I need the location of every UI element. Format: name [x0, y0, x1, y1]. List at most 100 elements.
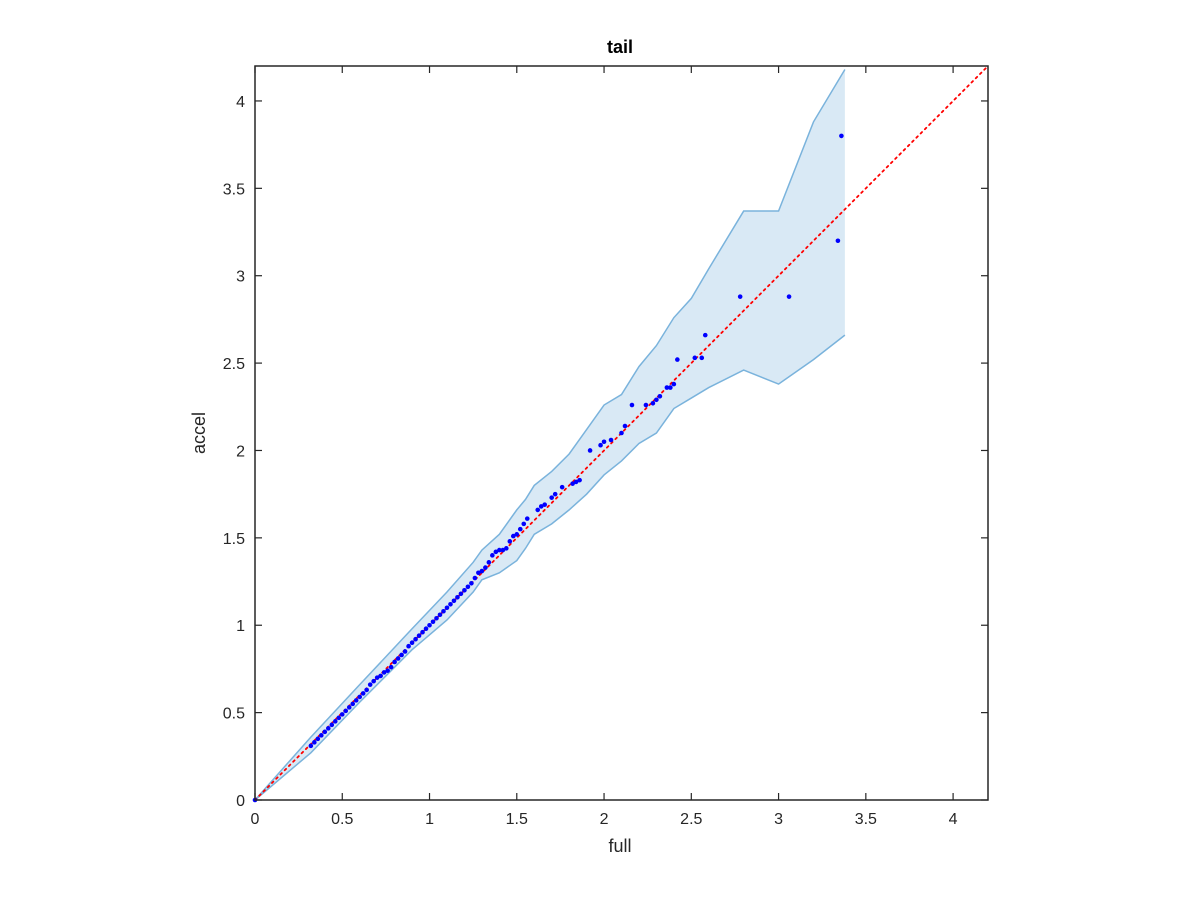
data-point	[455, 594, 460, 600]
band-upper-edge	[254, 69, 846, 801]
data-point	[458, 591, 464, 597]
data-point	[451, 598, 457, 604]
data-point	[381, 670, 387, 675]
data-point	[490, 553, 495, 558]
data-point	[465, 584, 471, 590]
data-point	[835, 238, 841, 244]
data-point	[535, 507, 541, 513]
chart-title: tail	[607, 37, 633, 57]
confidence-band	[255, 69, 845, 800]
x-tick-label: 4	[949, 811, 958, 828]
y-axis-label: accel	[189, 412, 209, 454]
x-tick-label: 0	[251, 811, 260, 828]
data-point	[374, 675, 380, 680]
data-point	[329, 722, 335, 728]
data-point	[322, 729, 328, 735]
data-point	[388, 664, 394, 670]
data-point	[371, 678, 376, 684]
data-point	[702, 332, 708, 338]
data-point	[385, 668, 390, 673]
data-point	[500, 547, 506, 553]
data-point	[319, 733, 324, 738]
data-point	[514, 532, 520, 537]
data-point	[619, 430, 624, 436]
data-point	[413, 636, 418, 642]
data-point	[427, 622, 432, 628]
data-point	[395, 656, 401, 661]
data-point	[786, 294, 792, 299]
data-point	[406, 643, 411, 649]
data-point	[552, 491, 558, 497]
data-point	[493, 549, 499, 555]
x-tick-label: 3.5	[855, 811, 877, 828]
plot-area	[252, 65, 989, 803]
data-point	[587, 448, 593, 453]
data-point	[668, 385, 673, 390]
data-point	[598, 442, 603, 448]
data-point	[510, 533, 516, 539]
data-point	[315, 736, 321, 742]
data-point	[549, 495, 554, 500]
data-point	[699, 355, 705, 361]
data-point	[350, 701, 356, 707]
data-point	[664, 385, 670, 390]
data-point	[434, 615, 439, 621]
data-point	[308, 743, 314, 749]
data-point	[312, 740, 317, 745]
data-point	[430, 619, 436, 625]
x-tick-label: 2.5	[680, 811, 702, 828]
data-point	[573, 479, 579, 485]
data-point	[346, 705, 352, 710]
data-point	[601, 439, 607, 445]
data-point	[364, 687, 369, 693]
data-point	[538, 504, 544, 509]
data-point	[559, 484, 565, 490]
x-tick-label: 0.5	[331, 811, 353, 828]
axes-box	[254, 65, 989, 801]
data-point	[650, 400, 656, 406]
y-tick-label: 3.5	[223, 181, 245, 198]
data-point	[472, 575, 478, 581]
x-tick-label: 1.5	[506, 811, 528, 828]
data-point	[570, 481, 575, 486]
data-point	[629, 402, 635, 408]
data-point	[420, 629, 425, 635]
data-point	[336, 715, 342, 721]
data-point	[409, 640, 415, 646]
data-point	[326, 726, 331, 731]
data-point	[517, 526, 523, 532]
data-point	[643, 402, 649, 408]
y-tick-label: 1	[236, 618, 245, 635]
data-point	[332, 719, 338, 724]
data-point	[504, 546, 509, 551]
data-point	[367, 682, 373, 687]
data-point	[378, 673, 383, 679]
data-point	[654, 397, 659, 403]
x-tick-label: 2	[600, 811, 609, 828]
x-axis-label: full	[608, 836, 631, 856]
data-point	[622, 423, 628, 429]
data-point	[657, 394, 663, 399]
data-point	[462, 587, 467, 593]
y-tick-label: 4	[236, 94, 245, 111]
data-point	[469, 580, 474, 586]
data-point	[423, 626, 429, 632]
data-point	[357, 694, 363, 700]
data-point	[437, 612, 443, 618]
data-point	[402, 649, 408, 654]
data-point	[692, 355, 698, 361]
y-tick-label: 1.5	[223, 531, 245, 548]
data-point	[479, 568, 485, 574]
data-point	[399, 652, 404, 658]
data-point	[737, 294, 743, 299]
data-point	[542, 502, 548, 507]
data-point	[360, 691, 366, 696]
y-tick-label: 2.5	[223, 356, 245, 373]
y-tick-label: 2	[236, 443, 245, 460]
y-tick-label: 0	[236, 793, 245, 810]
data-point	[608, 437, 614, 443]
data-point	[507, 539, 513, 544]
data-point	[521, 521, 527, 527]
x-tick-label: 1	[425, 811, 434, 828]
